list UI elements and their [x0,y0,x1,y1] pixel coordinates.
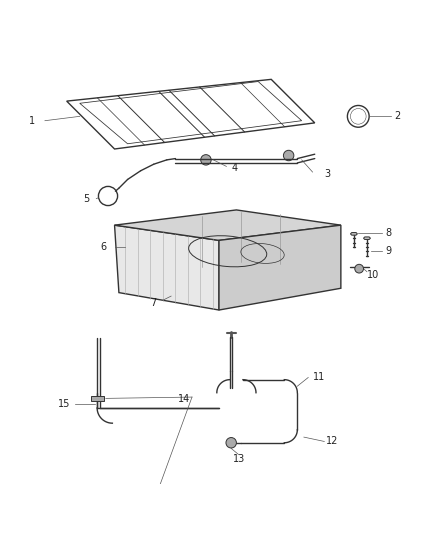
Text: 7: 7 [151,298,157,309]
Circle shape [283,150,294,161]
Polygon shape [219,225,341,310]
Text: 4: 4 [231,163,237,173]
Text: 3: 3 [325,169,331,179]
Text: 5: 5 [83,193,89,204]
Text: 1: 1 [29,116,35,126]
Text: 11: 11 [313,373,325,383]
Text: 14: 14 [178,394,190,404]
Text: 2: 2 [394,111,401,122]
Text: 9: 9 [386,246,392,256]
Circle shape [355,264,364,273]
Circle shape [226,438,237,448]
Text: 15: 15 [58,399,71,409]
Polygon shape [350,232,357,235]
Polygon shape [115,210,341,240]
Polygon shape [364,237,371,239]
Bar [91,396,104,400]
Text: 6: 6 [101,242,107,252]
Text: 13: 13 [233,454,245,464]
Polygon shape [115,225,219,310]
Text: 8: 8 [386,229,392,238]
Circle shape [201,155,211,165]
Text: 12: 12 [326,437,338,447]
Text: 10: 10 [367,270,380,280]
